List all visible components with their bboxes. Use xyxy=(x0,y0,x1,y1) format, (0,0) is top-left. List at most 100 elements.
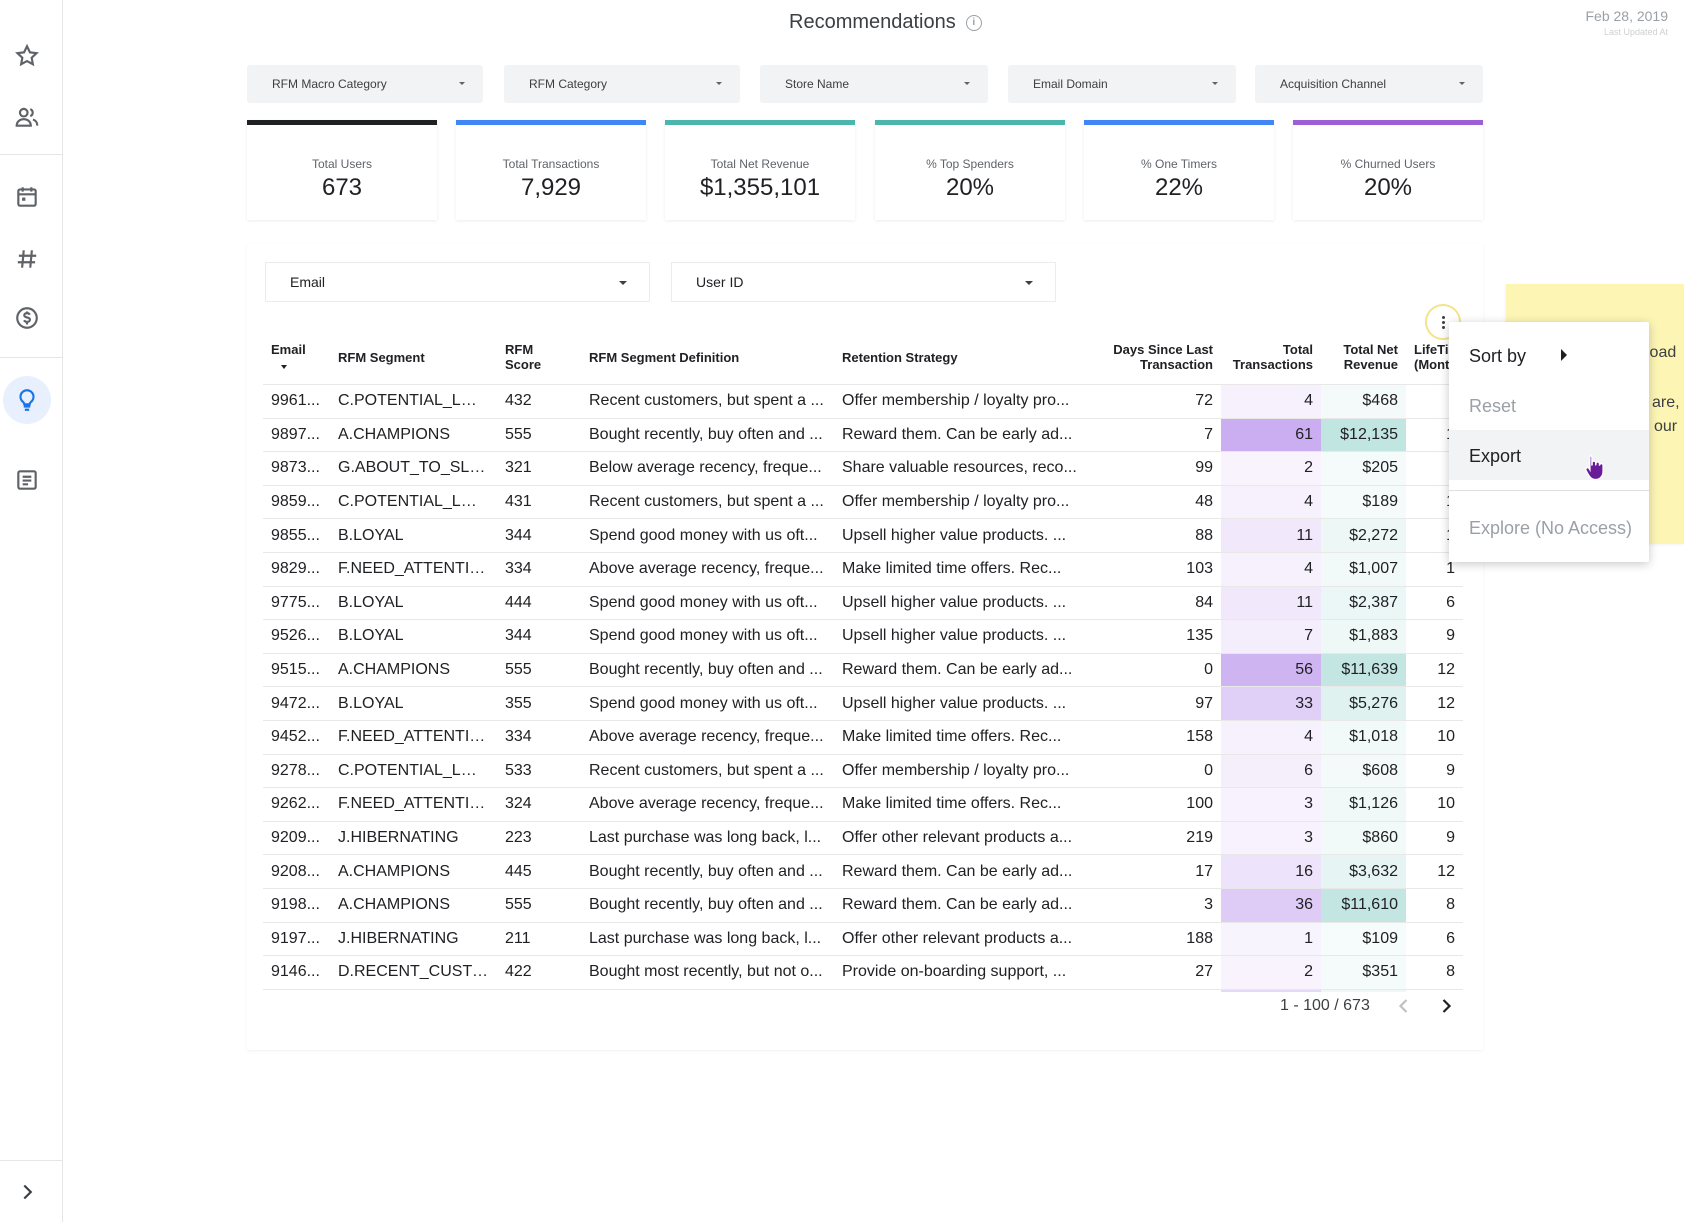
table-row[interactable]: 9859... C.POTENTIAL_LOY... 431 Recent custo… xyxy=(263,484,1463,519)
column-header[interactable]: Total Net Revenue xyxy=(1321,330,1406,385)
caret-down-icon xyxy=(1212,82,1218,85)
dollar-icon[interactable] xyxy=(11,302,43,334)
user-id-control[interactable]: User ID xyxy=(671,262,1056,302)
table-cell: 9855... xyxy=(263,518,330,553)
table-row[interactable]: 9452... F.NEED_ATTENTION 334 Above average … xyxy=(263,719,1463,755)
column-header-label: Score xyxy=(505,357,542,372)
table-cell: 11 xyxy=(1221,585,1321,620)
column-header[interactable]: RFM Segment xyxy=(330,330,497,385)
pagination-label: 1 - 100 / 673 xyxy=(1280,997,1370,1014)
table-row[interactable]: 9278... C.POTENTIAL_LOY... 533 Recent custo… xyxy=(263,753,1463,788)
table-cell: 1 xyxy=(1221,921,1321,956)
table-cell: A.CHAMPIONS xyxy=(330,652,497,687)
table-row[interactable]: 9198... A.CHAMPIONS 555 Bought recently, bu… xyxy=(263,887,1463,922)
column-header[interactable]: RFM Score xyxy=(497,330,581,385)
rail-divider xyxy=(0,1160,62,1161)
table-cell: 6 xyxy=(1221,753,1321,788)
column-header[interactable]: RFM Segment Definition xyxy=(581,330,834,385)
table-cell: $5,276 xyxy=(1321,686,1406,721)
column-header[interactable]: Days Since Last Transaction xyxy=(1087,330,1221,385)
table-cell: 9126... xyxy=(263,988,330,992)
table-row[interactable]: 9146... D.RECENT_CUSTO... 422 Bought most r… xyxy=(263,955,1463,990)
table-cell: 9897... xyxy=(263,417,330,452)
hashtag-icon[interactable] xyxy=(11,243,43,275)
table-row[interactable]: 9197... J.HIBERNATING 211 Last purchase was… xyxy=(263,921,1463,956)
table-body: 9961... C.POTENTIAL_LOY... 432 Recent custo… xyxy=(263,384,1463,992)
chevron-left-icon[interactable] xyxy=(1394,996,1414,1016)
table-row[interactable]: 9829... F.NEED_ATTENTION 334 Above average … xyxy=(263,551,1463,587)
table-cell: 9209... xyxy=(263,820,330,855)
table-cell: 334 xyxy=(497,551,581,587)
table-cell: Bought recently, buy often and ... xyxy=(581,417,834,452)
table-cell: 4 xyxy=(1221,384,1321,419)
table-cell: 103 xyxy=(1087,551,1221,587)
chevron-right-icon[interactable] xyxy=(1436,996,1456,1016)
table-cell: Reward them. Can be early ad... xyxy=(834,988,1087,992)
table-cell: Above average recency, freque... xyxy=(581,551,834,587)
table-cell: Offer other relevant products a... xyxy=(834,921,1087,956)
table-cell: $11,639 xyxy=(1321,652,1406,687)
table-cell: F.NEED_ATTENTION xyxy=(330,787,497,822)
column-header[interactable]: Retention Strategy xyxy=(834,330,1087,385)
table-cell: Upsell higher value products. ... xyxy=(834,518,1087,553)
table-cell: 211 xyxy=(497,921,581,956)
table-row[interactable]: 9961... C.POTENTIAL_LOY... 432 Recent custo… xyxy=(263,384,1463,419)
kpi-value: 20% xyxy=(1363,174,1413,201)
column-header[interactable]: Email xyxy=(263,330,330,385)
table-cell: Above average recency, freque... xyxy=(581,787,834,822)
filter-rfm-category[interactable]: RFM Category xyxy=(504,65,740,103)
lightbulb-icon[interactable] xyxy=(11,384,43,416)
kpi-total-users: Total Users 673 xyxy=(247,120,437,220)
filter-store-name[interactable]: Store Name xyxy=(760,65,988,103)
table-row[interactable]: 9873... G.ABOUT_TO_SLE... 321 Below average… xyxy=(263,451,1463,486)
table-row[interactable]: 9526... B.LOYAL 344 Spend good money with u… xyxy=(263,619,1463,654)
table-cell: 321 xyxy=(497,451,581,486)
kpi-label: Total Net Revenue xyxy=(710,157,810,171)
calendar-icon[interactable] xyxy=(11,181,43,213)
table-row[interactable]: 9209... J.HIBERNATING 223 Last purchase was… xyxy=(263,820,1463,855)
context-menu: Sort by Reset Export Explore (No Access) xyxy=(1449,322,1649,562)
caret-down-icon xyxy=(619,281,627,285)
table-cell: 12 xyxy=(1406,854,1463,889)
table-row[interactable]: 9262... F.NEED_ATTENTION 324 Above average … xyxy=(263,787,1463,822)
column-header[interactable]: Total Transactions xyxy=(1221,330,1321,385)
table-cell: 9775... xyxy=(263,585,330,620)
filter-label: RFM Category xyxy=(529,77,608,91)
table-cell: 10 xyxy=(1406,787,1463,822)
sort-desc-icon[interactable] xyxy=(281,365,287,369)
table-row[interactable]: 9775... B.LOYAL 444 Spend good money with u… xyxy=(263,585,1463,620)
table-cell: Bought recently, buy often and ... xyxy=(581,887,834,922)
table-row[interactable]: 9897... A.CHAMPIONS 555 Bought recently, bu… xyxy=(263,417,1463,452)
document-icon[interactable] xyxy=(11,464,43,496)
menu-item-export[interactable]: Export xyxy=(1469,446,1522,466)
table-row[interactable]: 9855... B.LOYAL 344 Spend good money with u… xyxy=(263,518,1463,553)
table-cell: 56 xyxy=(1221,652,1321,687)
hand-cursor-icon xyxy=(1583,453,1605,481)
filter-rfm-macro-category[interactable]: RFM Macro Category xyxy=(247,65,483,103)
table-cell: 99 xyxy=(1087,451,1221,486)
table-cell: 0 xyxy=(1087,652,1221,687)
chevron-right-icon[interactable] xyxy=(11,1176,43,1208)
table-row[interactable]: 9208... A.CHAMPIONS 445 Bought recently, bu… xyxy=(263,854,1463,889)
filter-acquisition-channel[interactable]: Acquisition Channel xyxy=(1255,65,1483,103)
menu-item-explore[interactable]: Explore (No Access) xyxy=(1469,518,1633,538)
menu-item-reset[interactable]: Reset xyxy=(1469,396,1517,416)
column-header-label: Email xyxy=(271,342,306,357)
table-row[interactable]: 9515... A.CHAMPIONS 555 Bought recently, bu… xyxy=(263,652,1463,687)
table-row[interactable]: 9472... B.LOYAL 355 Spend good money with u… xyxy=(263,686,1463,721)
star-icon[interactable] xyxy=(11,40,43,72)
info-icon[interactable]: i xyxy=(965,14,982,31)
users-icon[interactable] xyxy=(11,101,43,133)
table-cell: 9208... xyxy=(263,854,330,889)
table-cell: 223 xyxy=(497,820,581,855)
kpi-label: % One Timers xyxy=(1140,157,1218,171)
table-cell: Reward them. Can be early ad... xyxy=(834,854,1087,889)
filter-email-domain[interactable]: Email Domain xyxy=(1008,65,1236,103)
menu-item-sort-by[interactable]: Sort by xyxy=(1469,346,1527,366)
table-cell: A.CHAMPIONS xyxy=(330,417,497,452)
table-cell: 555 xyxy=(497,652,581,687)
email-control[interactable]: Email xyxy=(265,262,650,302)
table-cell: 555 xyxy=(497,988,581,992)
table-cell: $2,272 xyxy=(1321,518,1406,553)
